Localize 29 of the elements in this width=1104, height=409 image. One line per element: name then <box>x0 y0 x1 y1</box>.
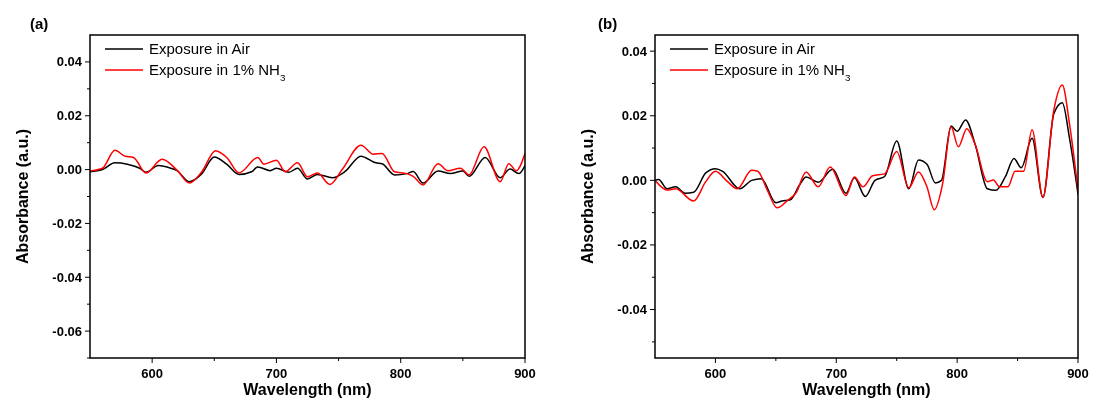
y-tick-label: -0.06 <box>52 323 82 339</box>
x-axis-title: Wavelength (nm) <box>243 381 372 398</box>
y-axis-title: Absorbance (a.u.) <box>579 128 596 265</box>
y-tick-label: 0.02 <box>56 108 82 124</box>
y-tick-label: 0.00 <box>56 162 82 178</box>
y-tick-label: -0.04 <box>617 302 648 318</box>
x-tick-label: 700 <box>265 366 288 381</box>
x-tick-label: 800 <box>389 366 412 381</box>
x-tick-label: 900 <box>1067 366 1089 381</box>
y-tick-label: 0.04 <box>56 54 83 70</box>
legend-label: Exposure in Air <box>714 40 815 57</box>
y-tick-label: -0.02 <box>617 237 647 253</box>
chart-title: (a) <box>30 15 49 32</box>
legend-label: Exposure in 1% NH$_{3}$ <box>714 61 851 83</box>
x-tick-label: 900 <box>514 366 536 381</box>
x-tick-label: 700 <box>825 366 848 381</box>
y-axis-title: Absorbance (a.u.) <box>14 128 31 265</box>
y-tick-label: -0.04 <box>52 269 83 285</box>
x-tick-label: 800 <box>946 366 968 381</box>
y-tick-label: 0.04 <box>621 43 648 59</box>
chart-title: (b) <box>598 15 618 32</box>
y-tick-label: 0.02 <box>621 108 647 124</box>
y-tick-label: 0.00 <box>621 172 647 188</box>
x-axis-title: Wavelength (nm) <box>802 381 931 398</box>
y-tick-label: -0.02 <box>52 215 82 231</box>
x-tick-label: 600 <box>704 366 727 381</box>
legend-label: Exposure in Air <box>149 40 250 57</box>
legend-label: Exposure in 1% NH$_{3}$ <box>149 61 286 83</box>
x-tick-label: 600 <box>141 366 163 381</box>
